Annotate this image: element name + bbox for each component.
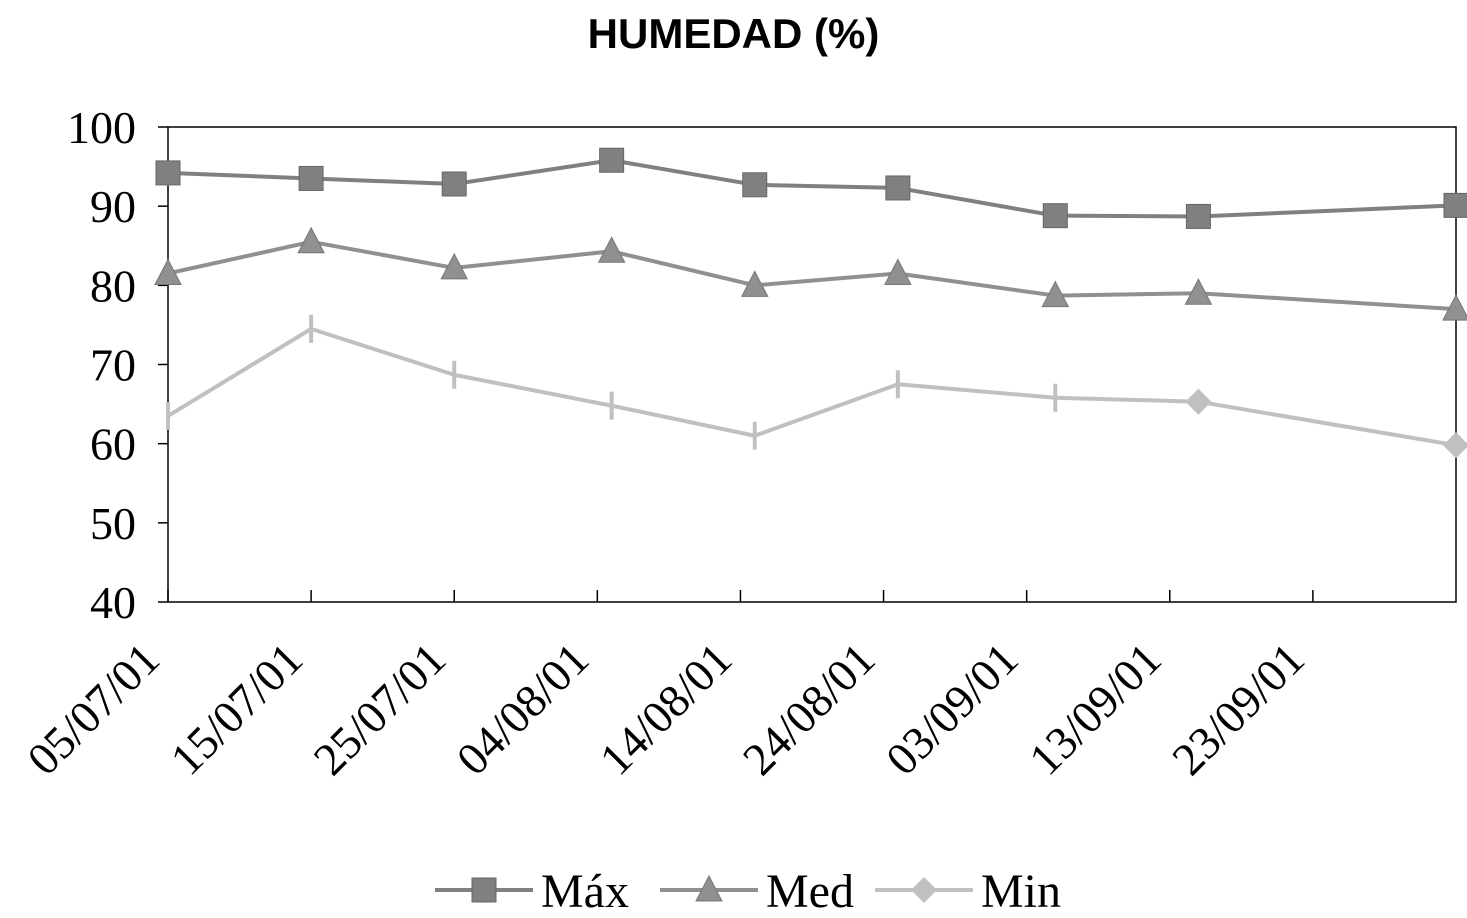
x-tick-label: 03/09/01 (876, 633, 1028, 785)
data-point (1041, 280, 1070, 308)
data-point (1443, 432, 1467, 459)
x-tick-label: 15/07/01 (160, 633, 312, 785)
y-tick-label: 100 (67, 102, 136, 153)
data-point (885, 175, 911, 201)
data-point (1185, 203, 1211, 229)
legend-label: Min (981, 865, 1061, 918)
legend-label: Med (766, 865, 854, 918)
legend-swatch-marker (471, 877, 497, 903)
x-tick-label: 23/09/01 (1162, 633, 1314, 785)
data-point (154, 258, 182, 285)
x-tick-label: 24/08/01 (733, 633, 885, 785)
series-markers (154, 147, 1467, 459)
data-point (298, 165, 324, 191)
chart-title: HUMEDAD (%) (587, 10, 880, 57)
data-point (1443, 192, 1467, 218)
y-tick-labels: 40 50 60 70 80 90 100 (67, 102, 136, 628)
data-point (1442, 293, 1467, 321)
x-tick-label: 25/07/01 (304, 633, 456, 785)
series-line-máx (167, 158, 1457, 219)
x-tick-labels: 05/07/0115/07/0125/07/0104/08/0114/08/01… (17, 633, 1314, 785)
data-point (155, 160, 181, 186)
series-line-min (166, 326, 1457, 448)
plot-area-border (167, 126, 1457, 603)
data-point (1185, 388, 1212, 415)
y-tick-label: 60 (90, 419, 136, 470)
x-tick-label: 04/08/01 (447, 633, 599, 785)
x-tick-label: 14/08/01 (590, 633, 742, 785)
chart-axes (158, 126, 1457, 603)
data-point (742, 172, 768, 198)
legend-item-máx: Máx (435, 865, 629, 918)
series-lines (166, 158, 1457, 448)
data-point (441, 171, 467, 197)
legend-item-min: Min (875, 865, 1061, 918)
x-tick-label: 05/07/01 (17, 633, 169, 785)
y-tick-label: 40 (90, 577, 136, 628)
y-tick-label: 50 (90, 498, 136, 549)
legend-swatch-marker (911, 877, 937, 903)
data-point (297, 226, 325, 254)
x-tick-label: 13/09/01 (1019, 633, 1171, 785)
data-point (597, 236, 626, 263)
y-tick-label: 70 (90, 340, 136, 391)
data-point (440, 252, 469, 280)
legend-swatch-marker (695, 874, 723, 902)
series-line-med (167, 239, 1457, 312)
legend-item-med: Med (660, 865, 854, 918)
y-tick-label: 80 (90, 260, 136, 311)
y-tick-label: 90 (90, 181, 136, 232)
data-point (1042, 203, 1068, 229)
data-point (599, 147, 625, 173)
data-point (1184, 278, 1213, 305)
data-point (740, 270, 769, 297)
data-point (884, 258, 912, 285)
legend: Máx Med Min (435, 865, 1061, 918)
legend-label: Máx (541, 865, 629, 918)
